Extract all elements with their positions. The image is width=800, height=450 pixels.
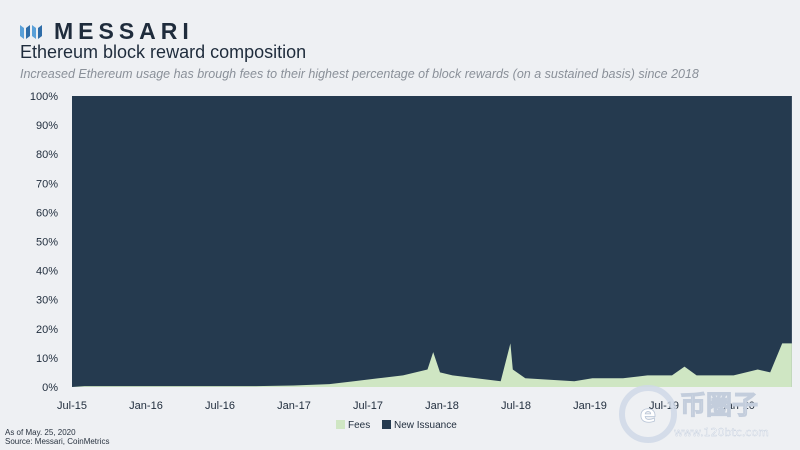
footnote-as-of: As of May. 25, 2020: [5, 428, 76, 437]
brand-name: MESSARI: [54, 18, 194, 44]
y-tick-label: 40%: [36, 266, 58, 278]
x-tick-label: Jul-16: [205, 400, 235, 412]
footnote-source: Source: Messari, CoinMetrics: [5, 437, 110, 446]
y-tick-label: 10%: [36, 353, 58, 365]
x-tick-label: Jan-17: [277, 400, 311, 412]
y-tick-label: 80%: [36, 149, 58, 161]
x-axis: Jul-15 Jan-16 Jul-16 Jan-17 Jul-17 Jan-18 Jul-…: [57, 400, 755, 412]
y-tick-label: 70%: [36, 178, 58, 190]
messari-logo: MESSARI: [20, 18, 194, 45]
legend-fees-swatch: [336, 420, 345, 429]
messari-logo-icon: [20, 24, 42, 39]
x-tick-label: Jul-19: [649, 400, 679, 412]
x-tick-label: Jan-19: [573, 400, 607, 412]
y-axis: 0% 10% 20% 30% 40% 50% 60% 70% 80% 90% 100%: [30, 91, 58, 394]
y-tick-label: 20%: [36, 324, 58, 336]
legend-fees-label: Fees: [348, 420, 370, 431]
x-tick-label: Jan-20: [721, 400, 755, 412]
legend: Fees New Issuance: [336, 420, 457, 431]
x-tick-label: Jul-15: [57, 400, 87, 412]
y-tick-label: 90%: [36, 120, 58, 132]
x-tick-label: Jan-18: [425, 400, 459, 412]
fees-area: [72, 343, 792, 387]
x-tick-label: Jan-16: [129, 400, 163, 412]
y-tick-label: 100%: [30, 91, 58, 103]
chart-title: Ethereum block reward composition: [20, 42, 307, 62]
legend-new-issuance-label: New Issuance: [394, 420, 457, 431]
y-tick-label: 30%: [36, 295, 58, 307]
x-tick-label: Jul-18: [501, 400, 531, 412]
y-tick-label: 60%: [36, 207, 58, 219]
x-tick-label: Jul-17: [353, 400, 383, 412]
new-issuance-area: [72, 96, 792, 387]
y-tick-label: 0%: [42, 382, 58, 394]
y-tick-label: 50%: [36, 237, 58, 249]
legend-new-issuance-swatch: [382, 420, 391, 429]
chart-subtitle: Increased Ethereum usage has brough fees…: [20, 67, 699, 81]
